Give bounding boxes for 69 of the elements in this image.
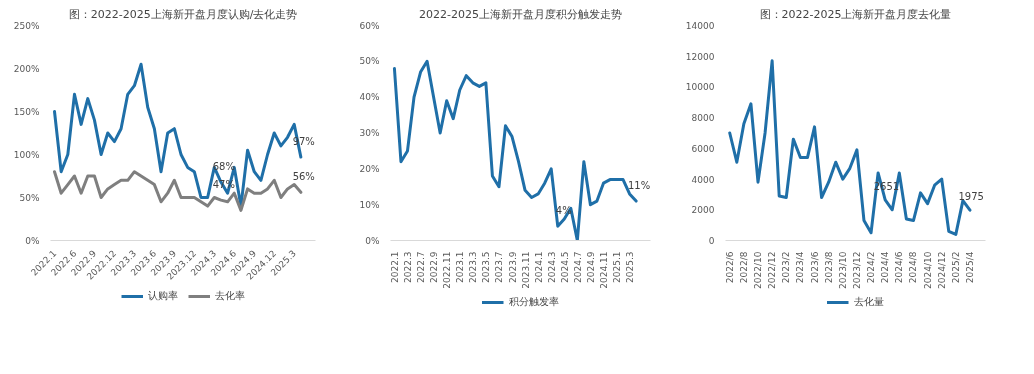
x-tick-label: 2023/12 [851, 251, 862, 289]
y-tick-label: 200% [13, 63, 40, 74]
x-tick-label: 2022.3 [402, 251, 413, 283]
x-tick-label: 2024.9 [585, 251, 596, 283]
x-tick-label: 2024/10 [922, 251, 933, 289]
x-tick-label: 2024/6 [894, 251, 905, 284]
x-tick-label: 2023.7 [494, 251, 505, 283]
chart-title: 2022-2025上海新开盘月度积分触发走势 [419, 7, 622, 21]
x-tick-label: 2022/10 [753, 251, 763, 289]
x-tick-label: 2023.1 [455, 251, 466, 283]
data-label: 11% [627, 180, 651, 192]
y-tick-label: 100% [13, 149, 40, 160]
x-tick-label: 2022/8 [738, 251, 749, 284]
y-tick-label: 12000 [685, 51, 715, 62]
y-tick-label: 0 [708, 236, 715, 246]
x-tick-label: 2023.9 [507, 251, 518, 283]
x-tick-label: 2023.11 [520, 251, 531, 289]
chart-title: 图：2022-2025上海新开盘月度去化量 [759, 7, 952, 21]
x-tick-label: 2022.9 [429, 251, 440, 283]
x-tick-label: 2022/12 [767, 251, 778, 289]
x-tick-label: 2023/6 [809, 251, 820, 284]
x-tick-label: 2024.3 [546, 251, 557, 283]
x-tick-label: 2024/2 [866, 251, 877, 284]
data-label: 68% [212, 161, 235, 173]
x-tick-label: 2024/12 [936, 251, 947, 289]
legend-label: 去化率 [214, 289, 245, 303]
x-tick-label: 2023.5 [481, 251, 492, 283]
y-tick-label: 60% [359, 20, 380, 31]
x-tick-label: 2025.3 [625, 251, 636, 283]
y-tick-label: 0% [25, 235, 40, 246]
y-tick-label: 20% [359, 163, 380, 174]
y-tick-label: 10000 [685, 82, 715, 93]
x-tick-label: 2022/6 [724, 251, 735, 284]
chart-title: 图：2022-2025上海新开盘月度认购/去化走势 [68, 7, 298, 21]
x-tick-label: 2024.1 [533, 251, 544, 283]
legend-label: 积分触发率 [508, 295, 559, 309]
x-tick-label: 2025.1 [612, 251, 623, 283]
y-tick-label: 2000 [691, 205, 715, 216]
y-tick-label: 4000 [691, 174, 715, 185]
y-tick-label: 0% [365, 235, 380, 246]
y-tick-label: 30% [359, 128, 380, 138]
y-tick-label: 150% [13, 106, 40, 117]
x-tick-label: 2024/4 [880, 251, 891, 284]
x-tick-label: 2024.11 [598, 251, 609, 289]
y-tick-label: 6000 [691, 143, 715, 154]
y-tick-label: 250% [13, 20, 40, 31]
y-tick-label: 50% [19, 192, 40, 203]
x-tick-label: 2024.7 [572, 251, 583, 283]
x-tick-label: 2024.5 [559, 251, 570, 283]
x-tick-label: 2023/10 [837, 251, 848, 289]
x-tick-label: 2025/4 [964, 251, 975, 284]
legend-label: 认购率 [147, 289, 178, 303]
x-tick-label: 2023.3 [468, 251, 479, 283]
y-tick-label: 40% [359, 92, 380, 103]
x-tick-label: 2022.11 [442, 251, 453, 289]
data-label: 1975 [958, 191, 984, 203]
y-tick-label: 50% [359, 56, 380, 67]
data-label: 56% [292, 171, 315, 183]
x-tick-label: 2025/2 [950, 251, 961, 284]
x-tick-label: 2024/8 [908, 251, 919, 284]
x-tick-label: 2022.1 [389, 251, 400, 283]
x-tick-label: 2023/8 [823, 251, 834, 284]
x-tick-label: 2023/2 [781, 251, 792, 284]
y-tick-label: 10% [359, 199, 380, 210]
x-tick-label: 2022.7 [416, 251, 427, 283]
y-tick-label: 8000 [691, 113, 715, 124]
x-tick-label: 2023/4 [795, 251, 806, 284]
legend-label: 去化量 [853, 295, 884, 309]
y-tick-label: 14000 [685, 21, 715, 31]
